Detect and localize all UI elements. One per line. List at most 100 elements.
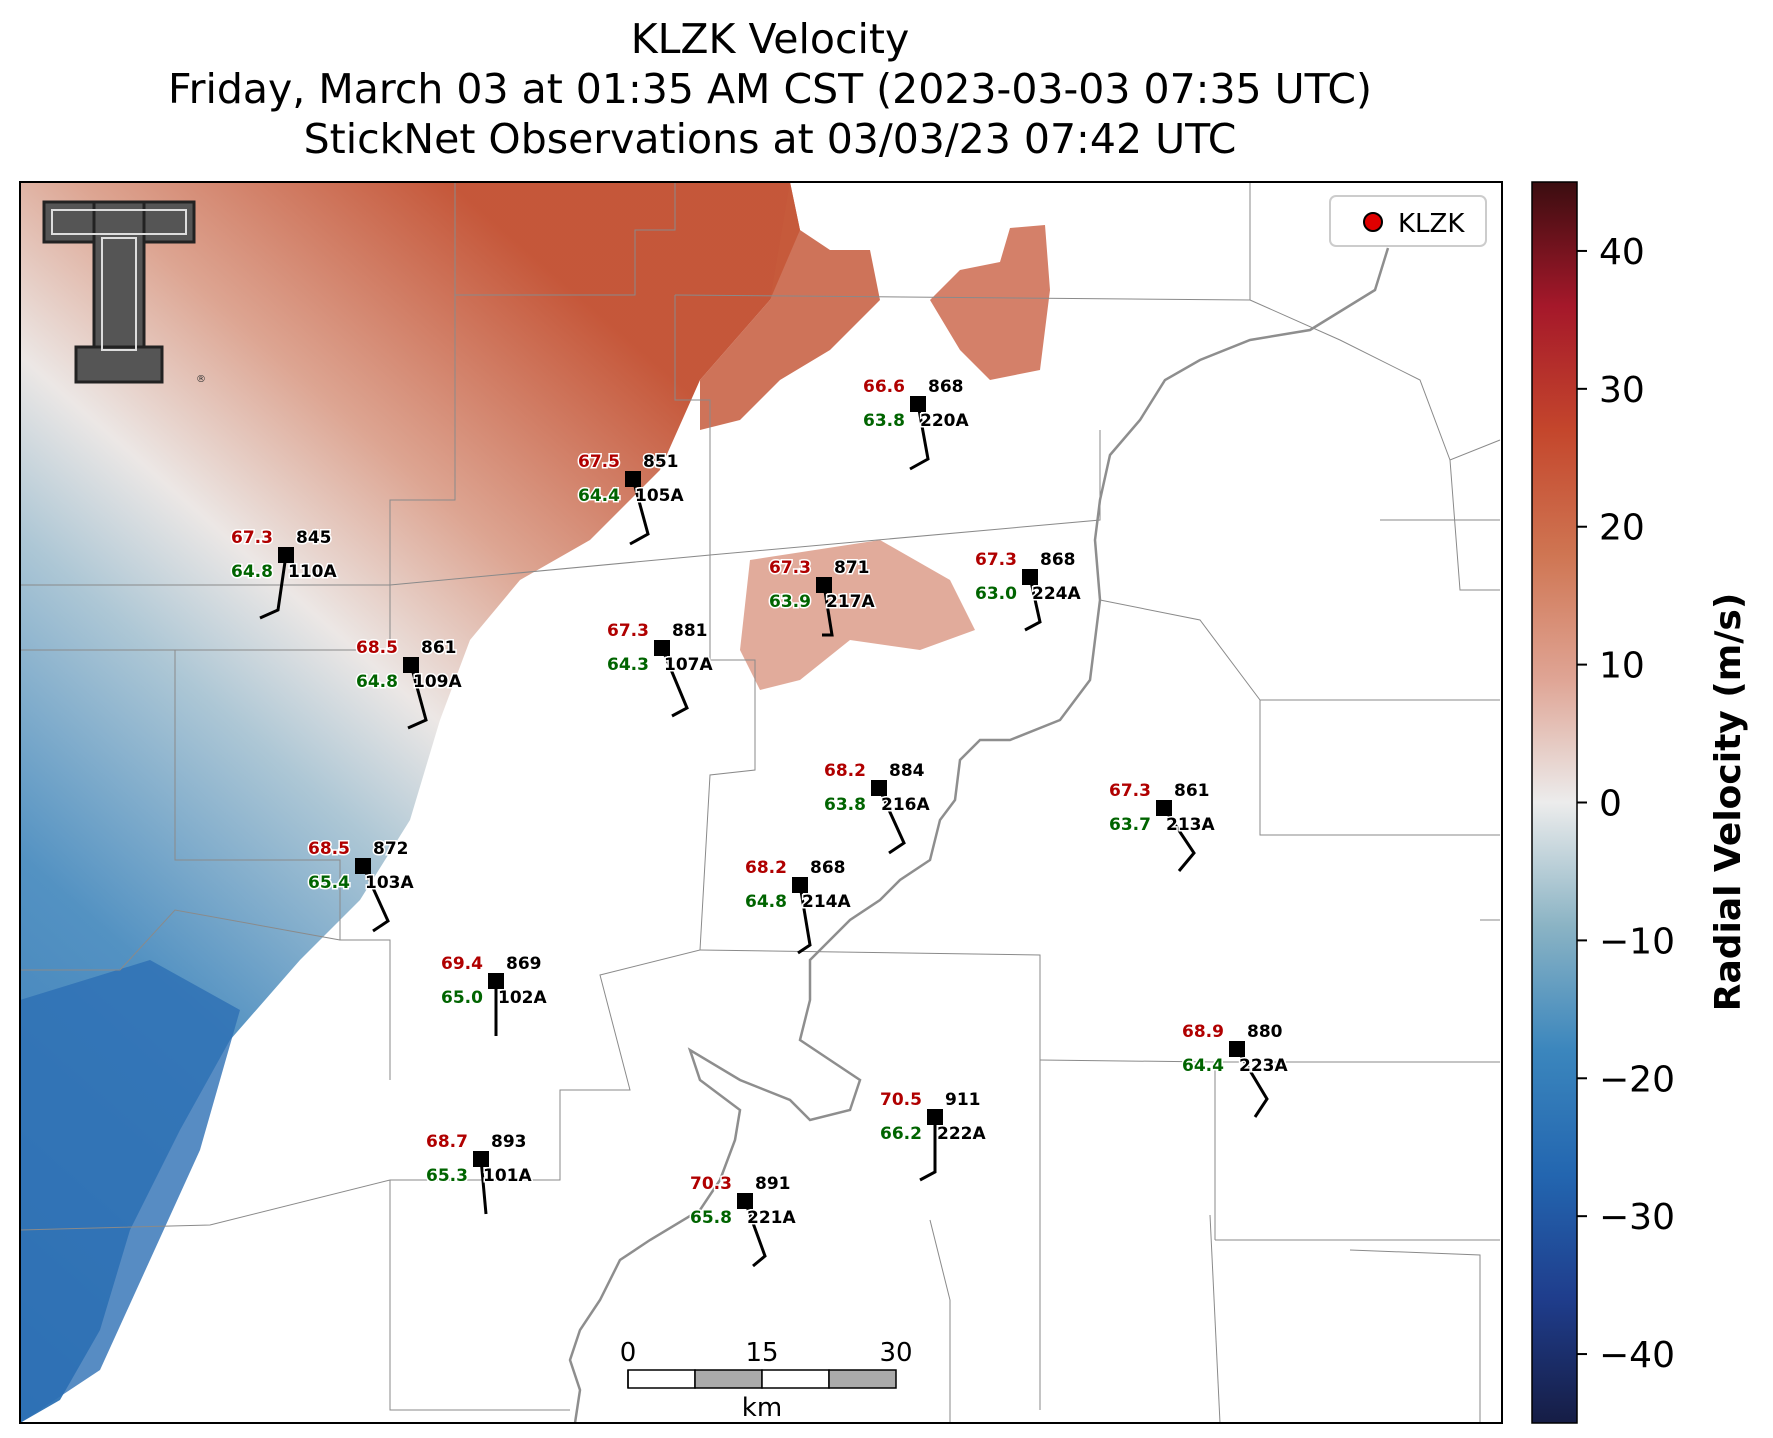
station-marker: [927, 1109, 943, 1125]
station-marker: [654, 640, 670, 656]
station-marker: [488, 973, 504, 989]
station-temperature: 67.3: [1109, 781, 1151, 801]
colorbar: 40 30 20 10 0 −10 −20 −30 −40 Radial Velocity (m…: [1531, 181, 1749, 1424]
wind-barb: [629, 478, 650, 546]
station-temperature: 67.3: [769, 558, 811, 578]
station-id: 110A: [288, 562, 337, 582]
station-pressure: 868: [928, 377, 964, 397]
wind-barb: [822, 584, 834, 637]
scale-bar: 0 15 30 km: [620, 1338, 913, 1423]
station-id: 109A: [413, 672, 462, 692]
title-line-1: KLZK Velocity: [630, 15, 910, 63]
map-frame: [19, 181, 1503, 1424]
station-temperature: 68.2: [745, 858, 787, 878]
colorbar-tick-label: 40: [1599, 232, 1645, 273]
wind-barb: [407, 664, 428, 730]
scale-unit: km: [742, 1393, 782, 1423]
station-dewpoint: 63.9: [769, 592, 811, 612]
wind-barb: [797, 884, 812, 955]
wind-barb: [361, 865, 390, 933]
radar-outbound-patch-mid: [740, 540, 975, 690]
station-id: 213A: [1166, 815, 1215, 835]
station-pressure: 869: [506, 954, 542, 974]
station-id: 105A: [635, 486, 684, 506]
station-dewpoint: 65.8: [690, 1208, 732, 1228]
station-plot-110A: 67.3 845 64.8 110A: [230, 527, 339, 620]
station-dewpoint: 64.3: [607, 655, 649, 675]
station-dewpoint: 64.4: [578, 486, 620, 506]
station-pressure: 881: [672, 621, 708, 641]
station-temperature: 67.3: [975, 550, 1017, 570]
scale-label-0: 0: [620, 1338, 637, 1368]
colorbar-tick-label: 10: [1599, 646, 1645, 687]
colorbar-tick-label: −10: [1599, 921, 1675, 962]
station-plot-105A: 67.5 851 64.4 105A: [577, 451, 686, 546]
colorbar-tick-label: −40: [1599, 1335, 1675, 1376]
station-temperature: 68.5: [356, 638, 398, 658]
wind-barb: [743, 1200, 767, 1268]
station-pressure: 868: [1040, 550, 1076, 570]
radar-outbound-patch-ne: [930, 225, 1050, 380]
wind-barb: [909, 403, 930, 471]
station-id: 107A: [664, 655, 713, 675]
colorbar-tick-label: 20: [1599, 508, 1645, 549]
wind-barb: [919, 1117, 937, 1182]
station-temperature: 68.9: [1182, 1022, 1224, 1042]
title-line-3: StickNet Observations at 03/03/23 07:42 …: [303, 115, 1237, 163]
station-marker: [278, 547, 294, 563]
wind-barb: [1235, 1048, 1269, 1118]
station-id: 222A: [937, 1124, 986, 1144]
station-temperature: 68.7: [426, 1132, 468, 1152]
station-dewpoint: 65.4: [308, 873, 350, 893]
station-id: 216A: [881, 795, 930, 815]
colorbar-tick-label: 0: [1599, 784, 1622, 825]
station-id: 221A: [747, 1208, 796, 1228]
station-marker: [871, 780, 887, 796]
station-dewpoint: 65.0: [441, 988, 483, 1008]
station-pressure: 845: [296, 528, 332, 548]
station-marker: [355, 858, 371, 874]
station-plot-223A: 68.9 880 64.4 223A: [1181, 1021, 1290, 1118]
station-temperature: 68.2: [824, 761, 866, 781]
station-pressure: 868: [810, 858, 846, 878]
station-pressure: 861: [1174, 781, 1210, 801]
station-id: 214A: [802, 892, 851, 912]
station-plot-109A: 68.5 861 64.8 109A: [355, 637, 464, 730]
station-plot-103A: 68.5 872 65.4 103A: [307, 838, 416, 933]
station-dewpoint: 63.0: [975, 584, 1017, 604]
station-pressure: 891: [755, 1174, 791, 1194]
station-marker: [473, 1151, 489, 1167]
station-pressure: 911: [945, 1090, 981, 1110]
texas-tech-logo: ®: [42, 200, 206, 385]
colorbar-tick-label: −30: [1599, 1197, 1675, 1238]
station-plot-102A: 69.4 869 65.0 102A: [440, 953, 549, 1036]
station-plot-213A: 67.3 861 63.7 213A: [1108, 780, 1217, 872]
station-plot-216A: 68.2 884 63.8 216A: [823, 760, 932, 855]
wind-barb: [479, 1158, 488, 1215]
station-marker: [625, 471, 641, 487]
station-pressure: 884: [889, 761, 925, 781]
station-temperature: 67.3: [231, 528, 273, 548]
station-plot-221A: 70.3 891 65.8 221A: [689, 1173, 798, 1268]
station-dewpoint: 63.8: [824, 795, 866, 815]
station-plot-220A: 66.6 868 63.8 220A: [862, 376, 971, 471]
colorbar-label: Radial Velocity (m/s): [1708, 593, 1749, 1012]
colorbar-tick-label: 30: [1599, 370, 1645, 411]
station-dewpoint: 65.3: [426, 1166, 468, 1186]
station-dewpoint: 66.2: [880, 1124, 922, 1144]
station-pressure: 893: [491, 1132, 527, 1152]
station-id: 220A: [920, 411, 969, 431]
station-dewpoint: 64.8: [356, 672, 398, 692]
station-temperature: 67.5: [578, 452, 620, 472]
station-temperature: 66.6: [863, 377, 905, 397]
radar-outbound-patch-e: [700, 182, 880, 430]
station-dewpoint: 64.8: [231, 562, 273, 582]
station-marker: [403, 657, 419, 673]
station-id: 223A: [1239, 1056, 1288, 1076]
station-plot-101A: 68.7 893 65.3 101A: [425, 1131, 534, 1215]
radar-site-marker: [1363, 212, 1383, 232]
station-dewpoint: 64.8: [745, 892, 787, 912]
station-marker: [1022, 569, 1038, 585]
station-id: 217A: [826, 592, 875, 612]
wind-barb: [660, 647, 689, 718]
